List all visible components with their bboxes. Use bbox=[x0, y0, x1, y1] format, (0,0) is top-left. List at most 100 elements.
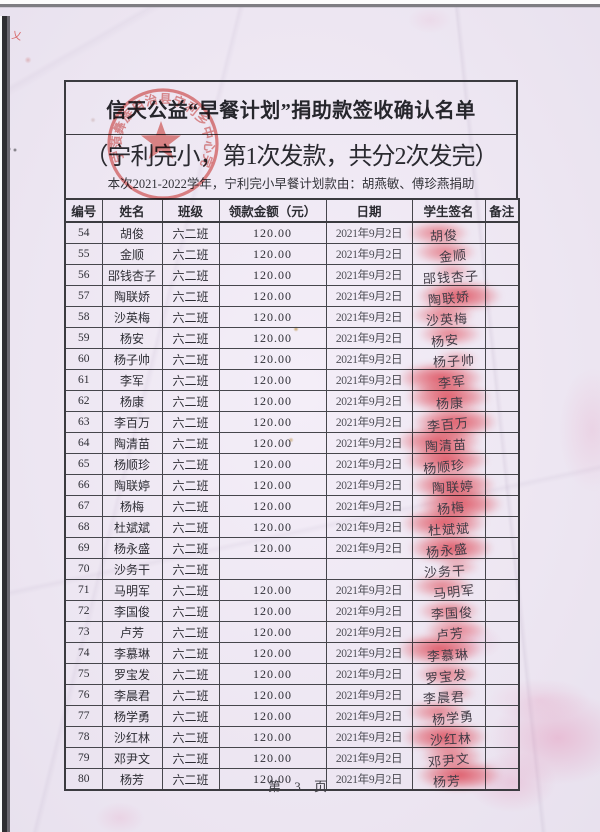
form-subtitle: （宁利完小，第1次发款，共分2次发完） bbox=[84, 143, 499, 170]
cell-signature: 卢芳 bbox=[411, 617, 488, 644]
cell-signature: 陶联婷 bbox=[409, 469, 496, 501]
cell-note bbox=[484, 558, 520, 580]
cell-class: 六二班 bbox=[161, 474, 220, 496]
cell-date: 2021年9月2日 bbox=[325, 726, 413, 748]
scan-left-edge bbox=[0, 16, 12, 832]
cell-name: 沙红林 bbox=[101, 726, 163, 748]
cell-class: 六二班 bbox=[161, 684, 220, 706]
cell-date bbox=[325, 558, 413, 580]
cell-note bbox=[484, 390, 520, 412]
cell-name: 胡俊 bbox=[101, 221, 163, 244]
cell-date: 2021年9月2日 bbox=[325, 705, 413, 727]
cell-name: 李晨君 bbox=[101, 684, 163, 706]
cell-date: 2021年9月2日 bbox=[325, 390, 413, 412]
sign-table: 编号 姓名 班级 领款金额（元） 日期 学生签名 备注 54 胡俊 六二班 120.00 2021年… bbox=[64, 198, 520, 791]
cell-name: 李国俊 bbox=[101, 600, 163, 622]
cell-num: 62 bbox=[64, 390, 103, 412]
cell-num: 72 bbox=[64, 600, 103, 622]
cell-amount: 120.00 bbox=[218, 684, 327, 706]
cell-date: 2021年9月2日 bbox=[325, 243, 413, 265]
cell-name: 杨子帅 bbox=[101, 348, 163, 370]
cell-signature: 沙务干 bbox=[411, 558, 486, 581]
cell-name: 卢芳 bbox=[101, 621, 163, 643]
cell-num: 68 bbox=[64, 516, 103, 538]
red-ink-mark: 乂 bbox=[10, 30, 23, 43]
cell-num: 58 bbox=[64, 306, 103, 328]
cell-date: 2021年9月2日 bbox=[325, 474, 413, 496]
cell-signature: 李百万 bbox=[411, 406, 498, 438]
cell-class: 六二班 bbox=[161, 663, 220, 685]
cell-num: 65 bbox=[64, 453, 103, 475]
cell-signature: 李慕琳 bbox=[396, 633, 486, 665]
cell-name: 杨学勇 bbox=[101, 705, 163, 727]
table-row: 66 陶联婷 六二班 120.00 2021年9月2日 陶联婷 bbox=[64, 469, 520, 501]
table-header-row: 编号 姓名 班级 领款金额（元） 日期 学生签名 备注 bbox=[64, 198, 520, 223]
cell-note bbox=[484, 474, 520, 496]
table-row: 73 卢芳 六二班 120.00 2021年9月2日 卢芳 bbox=[64, 617, 520, 644]
cell-amount: 120.00 bbox=[218, 642, 327, 664]
cell-amount: 120.00 bbox=[218, 306, 327, 328]
cell-date: 2021年9月2日 bbox=[325, 369, 413, 391]
cell-num: 76 bbox=[64, 684, 103, 706]
cell-date: 2021年9月2日 bbox=[325, 621, 413, 643]
cell-note bbox=[484, 600, 520, 622]
cell-note bbox=[484, 537, 520, 559]
column-header-4: 日期 bbox=[325, 198, 413, 223]
cell-date: 2021年9月2日 bbox=[325, 537, 413, 559]
cell-class: 六二班 bbox=[161, 306, 220, 328]
cell-name: 陶清苗 bbox=[101, 432, 163, 454]
cell-name: 李慕琳 bbox=[101, 642, 163, 664]
table-row: 61 李军 六二班 120.00 2021年9月2日 李军 bbox=[64, 362, 520, 394]
cell-num: 55 bbox=[64, 243, 103, 265]
cell-date: 2021年9月2日 bbox=[325, 516, 413, 538]
table-row: 77 杨学勇 六二班 120.00 2021年9月2日 杨学勇 bbox=[64, 699, 520, 729]
cell-num: 64 bbox=[64, 432, 103, 454]
cell-amount: 120.00 bbox=[218, 621, 327, 643]
cell-note bbox=[484, 306, 520, 328]
cell-date: 2021年9月2日 bbox=[325, 411, 413, 433]
cell-amount: 120.00 bbox=[218, 390, 327, 412]
cell-num: 79 bbox=[64, 747, 103, 769]
cell-signature: 李军 bbox=[397, 362, 486, 394]
cell-date: 2021年9月2日 bbox=[325, 642, 413, 664]
column-header-6: 备注 bbox=[484, 198, 520, 223]
table-row: 59 杨安 六二班 120.00 2021年9月2日 杨安 bbox=[64, 321, 520, 351]
cell-amount: 120.00 bbox=[218, 537, 327, 559]
cell-amount: 120.00 bbox=[218, 747, 327, 769]
cell-num: 66 bbox=[64, 474, 103, 496]
cell-name: 金顺 bbox=[101, 243, 163, 265]
cell-amount: 120.00 bbox=[218, 495, 327, 517]
cell-date: 2021年9月2日 bbox=[325, 348, 413, 370]
cell-class: 六二班 bbox=[161, 642, 220, 664]
form-subtitle-cell: （宁利完小，第1次发款，共分2次发完） 本次2021-2022学年，宁利完小早餐… bbox=[64, 135, 518, 198]
cell-name: 陶联婷 bbox=[101, 474, 163, 496]
cell-signature: 陶联娇 bbox=[411, 280, 502, 312]
cell-class: 六二班 bbox=[161, 579, 220, 601]
cell-note bbox=[484, 411, 520, 433]
cell-class: 六二班 bbox=[161, 390, 220, 412]
cell-amount: 120.00 bbox=[218, 369, 327, 391]
cell-num: 67 bbox=[64, 495, 103, 517]
cell-class: 六二班 bbox=[161, 221, 220, 244]
cell-amount: 120.00 bbox=[218, 705, 327, 727]
cell-class: 六二班 bbox=[161, 285, 220, 307]
cell-amount: 120.00 bbox=[218, 285, 327, 307]
table-row: 76 李晨君 六二班 120.00 2021年9月2日 李晨君 bbox=[64, 684, 520, 707]
cell-name: 杨康 bbox=[101, 390, 163, 412]
cell-num: 70 bbox=[64, 558, 103, 580]
table-row: 60 杨子帅 六二班 120.00 2021年9月2日 杨子帅 bbox=[64, 348, 520, 371]
cell-num: 54 bbox=[64, 221, 103, 244]
cell-date: 2021年9月2日 bbox=[325, 432, 413, 454]
table-row: 79 邓尹文 六二班 120.00 2021年9月2日 邓尹文 bbox=[64, 743, 520, 771]
cell-name: 郘钱杏子 bbox=[101, 264, 163, 286]
cell-date: 2021年9月2日 bbox=[325, 579, 413, 601]
cell-num: 78 bbox=[64, 726, 103, 748]
scan-top-edge bbox=[0, 0, 600, 8]
cell-note bbox=[484, 495, 520, 517]
cell-note bbox=[484, 747, 520, 769]
cell-amount: 120.00 bbox=[218, 411, 327, 433]
cell-signature: 杨安 bbox=[411, 321, 486, 351]
cell-signature: 沙红林 bbox=[401, 721, 488, 753]
cell-date: 2021年9月2日 bbox=[325, 684, 413, 706]
